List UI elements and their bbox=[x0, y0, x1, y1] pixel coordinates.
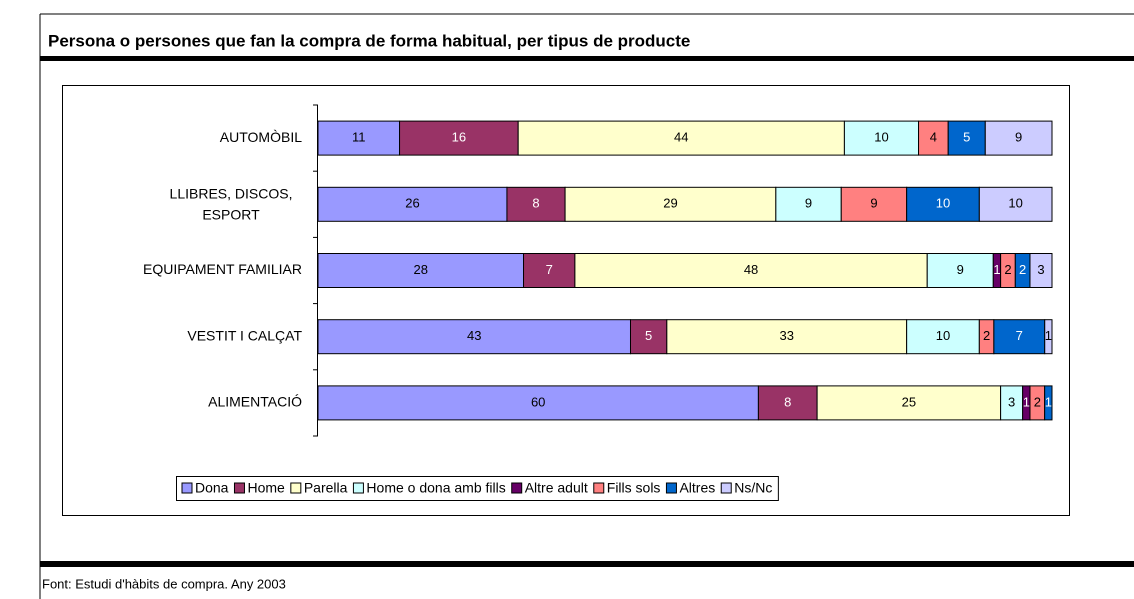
value-label: 10 bbox=[874, 130, 888, 145]
category-label: VESTIT I CALÇAT bbox=[187, 327, 302, 343]
value-label: 60 bbox=[531, 394, 545, 409]
bar-segment bbox=[317, 385, 759, 421]
bar-segment bbox=[906, 319, 980, 355]
value-label: 1 bbox=[1045, 394, 1052, 409]
legend-swatch bbox=[665, 482, 677, 494]
category-label: EQUIPAMENT FAMILIAR bbox=[143, 261, 302, 277]
footer-rule bbox=[40, 561, 1134, 567]
value-label: 33 bbox=[780, 328, 794, 343]
legend-swatch bbox=[181, 482, 193, 494]
legend-label: Home o dona amb fills bbox=[366, 480, 505, 496]
value-label: 7 bbox=[1016, 328, 1023, 343]
legend-box bbox=[176, 476, 779, 501]
bar-segment bbox=[984, 120, 1053, 156]
bar-segment bbox=[947, 120, 986, 156]
value-label: 1 bbox=[1045, 328, 1052, 343]
value-label: 29 bbox=[663, 196, 677, 211]
bar-segment bbox=[993, 319, 1046, 355]
source-note: Font: Estudi d'hàbits de compra. Any 200… bbox=[42, 576, 286, 591]
value-label: 8 bbox=[784, 394, 791, 409]
bar-segment bbox=[317, 186, 508, 222]
legend-swatch bbox=[290, 482, 302, 494]
value-label: 7 bbox=[546, 262, 553, 277]
category-label: ALIMENTACIÓ bbox=[208, 394, 302, 410]
value-label: 1 bbox=[993, 262, 1000, 277]
title-rule bbox=[40, 56, 1134, 61]
bar-segment bbox=[757, 385, 818, 421]
value-label: 2 bbox=[1004, 262, 1011, 277]
value-label: 25 bbox=[902, 394, 916, 409]
bar-segment bbox=[1044, 319, 1053, 355]
bar-segment bbox=[816, 385, 1002, 421]
bar-segment bbox=[1029, 253, 1053, 288]
value-label: 9 bbox=[957, 262, 964, 277]
chart-title: Persona o persones que fan la compra de … bbox=[48, 31, 690, 50]
bar-segment bbox=[918, 120, 949, 156]
bar-segment bbox=[906, 186, 980, 222]
value-label: 2 bbox=[983, 328, 990, 343]
category-label: LLIBRES, DISCOS, ESPORT bbox=[170, 185, 293, 222]
legend-swatch bbox=[593, 482, 605, 494]
legend-swatch bbox=[233, 482, 245, 494]
value-label: 1 bbox=[1023, 394, 1030, 409]
value-label: 9 bbox=[1015, 130, 1022, 145]
value-label: 5 bbox=[963, 130, 970, 145]
value-label: 3 bbox=[1008, 394, 1015, 409]
value-label: 5 bbox=[645, 328, 652, 343]
value-label: 44 bbox=[674, 130, 688, 145]
bar-segment bbox=[317, 253, 525, 288]
value-label: 8 bbox=[532, 196, 539, 211]
value-label: 11 bbox=[352, 130, 366, 145]
legend-swatch bbox=[511, 482, 523, 494]
legend-label: Home bbox=[247, 480, 285, 496]
value-label: 4 bbox=[930, 130, 937, 145]
bar-segment bbox=[978, 186, 1053, 222]
bar-segment bbox=[564, 186, 777, 222]
legend-label: Altre adult bbox=[525, 480, 588, 496]
legend-label: Altres bbox=[679, 480, 715, 496]
bar-segment bbox=[317, 120, 401, 156]
value-label: 2 bbox=[1034, 394, 1041, 409]
legend-label: Ns/Nc bbox=[734, 480, 772, 496]
bar-segment bbox=[775, 186, 842, 222]
bar-segment bbox=[506, 186, 566, 222]
value-label: 10 bbox=[936, 196, 950, 211]
value-label: 10 bbox=[936, 328, 950, 343]
bar-segment bbox=[926, 253, 994, 288]
value-label: 48 bbox=[744, 262, 758, 277]
bar-segment bbox=[1044, 385, 1053, 421]
value-label: 10 bbox=[1008, 196, 1022, 211]
legend-label: Parella bbox=[304, 480, 348, 496]
legend-label: Dona bbox=[195, 480, 229, 496]
value-label: 43 bbox=[467, 328, 481, 343]
legend-swatch bbox=[352, 482, 364, 494]
value-label: 16 bbox=[452, 130, 466, 145]
bar-segment bbox=[574, 253, 928, 288]
bar-segment bbox=[840, 186, 908, 222]
legend-label: Fills sols bbox=[607, 480, 661, 496]
value-label: 9 bbox=[805, 196, 812, 211]
category-label: AUTOMÒBIL bbox=[220, 129, 302, 145]
legend-swatch bbox=[720, 482, 732, 494]
value-label: 9 bbox=[870, 196, 877, 211]
value-label: 26 bbox=[405, 196, 419, 211]
value-label: 3 bbox=[1037, 262, 1044, 277]
bar-segment bbox=[523, 253, 576, 288]
chart-frame bbox=[62, 85, 1070, 516]
legend: Dona Home Parella Home o dona amb fills Altr… bbox=[176, 476, 779, 501]
value-label: 28 bbox=[414, 262, 428, 277]
bar-segment bbox=[666, 319, 908, 355]
value-label: 2 bbox=[1019, 262, 1026, 277]
bar-segment bbox=[317, 319, 631, 355]
